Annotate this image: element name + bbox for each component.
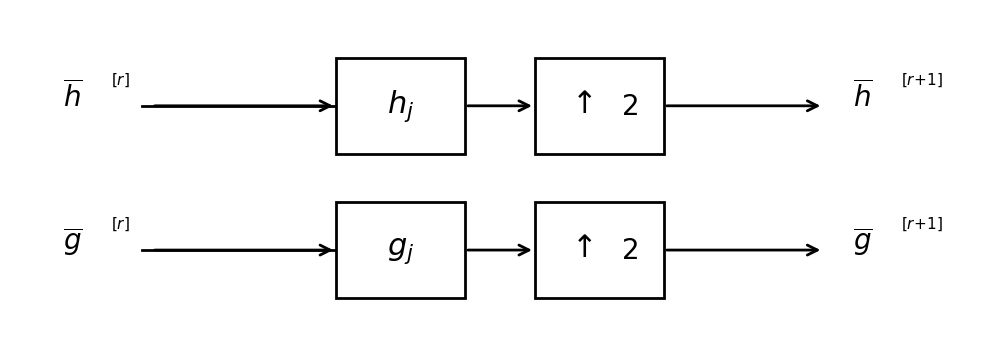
Text: $[r\!+\!1]$: $[r\!+\!1]$ xyxy=(901,216,944,233)
Text: $[r]$: $[r]$ xyxy=(111,216,130,233)
Text: $\uparrow$: $\uparrow$ xyxy=(566,90,593,119)
Bar xyxy=(336,58,465,154)
Text: $2$: $2$ xyxy=(621,94,638,121)
Text: $\overline{g}$: $\overline{g}$ xyxy=(63,225,82,258)
Text: $\overline{h}$: $\overline{h}$ xyxy=(63,81,82,113)
Text: $\overline{h}$: $\overline{h}$ xyxy=(853,81,873,113)
Bar xyxy=(535,58,664,154)
Bar xyxy=(535,202,664,298)
Text: $2$: $2$ xyxy=(621,238,638,265)
Text: $g_j$: $g_j$ xyxy=(387,235,414,266)
Text: $\overline{g}$: $\overline{g}$ xyxy=(853,225,873,258)
Text: $[r]$: $[r]$ xyxy=(111,71,130,89)
Bar xyxy=(336,202,465,298)
Text: $[r\!+\!1]$: $[r\!+\!1]$ xyxy=(901,71,944,89)
Text: $h_j$: $h_j$ xyxy=(387,88,414,124)
Text: $\uparrow$: $\uparrow$ xyxy=(566,234,593,263)
